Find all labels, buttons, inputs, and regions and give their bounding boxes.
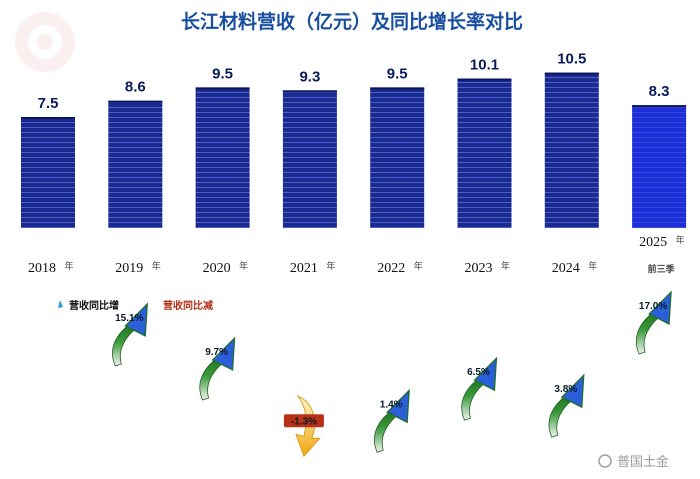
growth-arrow-2020: 9.7%	[199, 336, 236, 401]
bar-cap-2019	[108, 100, 163, 103]
growth-arrow-head-2025	[648, 290, 672, 325]
growth-arrow-head-2024	[560, 373, 585, 409]
bar-cap-2023	[457, 78, 512, 81]
bar-cap-2021	[282, 90, 337, 93]
growth-arrow-head-2023	[473, 356, 498, 392]
tick-label-2022: 2022	[377, 261, 405, 276]
growth-label-2021: -1.3%	[291, 416, 317, 427]
growth-arrow-2019: 15.1%	[112, 302, 148, 367]
tick-suffix-2018: 年	[64, 260, 73, 272]
logo-mark-icon	[15, 12, 75, 72]
tick-suffix-2023: 年	[501, 260, 510, 272]
tick-suffix-2019: 年	[152, 260, 161, 272]
watermark: 普国土金	[598, 454, 669, 470]
value-label-2021: 9.3	[299, 68, 320, 85]
growth-arrow-head-2019	[124, 302, 148, 337]
tick-suffix-2022: 年	[414, 260, 423, 272]
legend: 营收同比增 营收同比减	[58, 299, 213, 312]
value-label-2025: 8.3	[649, 83, 670, 100]
bar-2022	[370, 87, 425, 229]
bar-cap-2018	[21, 117, 75, 119]
tick-label-2020: 2020	[203, 261, 231, 276]
value-labels: 7.5 8.6 9.5 9.3 9.5 10.1 10.5 8.3	[38, 51, 670, 112]
bars	[21, 72, 687, 229]
growth-label-bg-2021	[283, 414, 324, 428]
bar-cap-2024	[544, 72, 599, 75]
growth-arrow-2023: 6.5%	[461, 356, 498, 421]
growth-label-2020: 9.7%	[205, 347, 228, 358]
bar-2019	[108, 100, 163, 228]
tick-note-2025: 前三季	[648, 263, 676, 275]
bar-cap-2025	[632, 105, 687, 108]
tick-label-2018: 2018	[28, 261, 56, 276]
value-label-2020: 9.5	[212, 65, 233, 82]
watermark-text: 普国土金	[617, 454, 669, 470]
value-label-2024: 10.5	[557, 51, 586, 68]
growth-label-2022: 1.4%	[380, 399, 403, 410]
legend-increase-icon	[58, 300, 63, 308]
bar-2018	[21, 117, 75, 228]
tick-suffix-2020: 年	[239, 260, 248, 272]
tick-label-2024: 2024	[552, 261, 580, 276]
bar-2021	[282, 90, 337, 228]
tick-suffix-2024: 年	[588, 260, 597, 272]
growth-arrow-2022: 1.4%	[373, 388, 410, 453]
tick-label-2019: 2019	[115, 261, 143, 276]
value-label-2019: 8.6	[125, 79, 146, 96]
tick-label-2023: 2023	[465, 261, 493, 276]
tick-suffix-2025: 年	[676, 234, 685, 246]
x-axis-ticks: 2018 年 2019 年 2020 年 2021 年 2022 年 2023 年 2024 年 2025 年…	[28, 234, 685, 276]
bar-2025	[632, 105, 687, 228]
legend-increase-label: 营收同比增	[69, 299, 119, 312]
weibo-icon	[598, 454, 612, 468]
bar-2020	[195, 87, 250, 229]
bar-2024	[544, 72, 599, 228]
growth-arrow-2025: 17.0%	[635, 290, 672, 355]
tick-label-2021: 2021	[290, 261, 318, 276]
growth-arrow-head-2022	[386, 388, 410, 424]
value-label-2023: 10.1	[470, 57, 499, 74]
value-label-2022: 9.5	[387, 65, 408, 82]
value-label-2018: 7.5	[38, 95, 59, 112]
bar-cap-2022	[370, 87, 425, 90]
tick-label-2025: 2025	[639, 235, 667, 250]
legend-decrease-label: 营收同比减	[163, 299, 213, 312]
bar-2023	[457, 78, 512, 229]
growth-label-2025: 17.0%	[639, 301, 667, 312]
chart-title: 长江材料营收（亿元）及同比增长率对比	[181, 10, 523, 33]
tick-suffix-2021: 年	[326, 260, 335, 272]
growth-label-2023: 6.5%	[467, 367, 490, 378]
growth-label-2019: 15.1%	[115, 313, 143, 324]
bar-cap-2020	[195, 87, 250, 90]
growth-arrow-2024: 3.8%	[548, 373, 585, 438]
growth-arrows: 15.1% 9.7% -1.3% 1.4% 6.5% 3.8% 17.0%	[112, 290, 672, 458]
growth-arrow-2021: -1.3%	[283, 395, 324, 458]
growth-arrow-head-2020	[211, 336, 236, 371]
growth-label-2024: 3.8%	[554, 384, 577, 395]
